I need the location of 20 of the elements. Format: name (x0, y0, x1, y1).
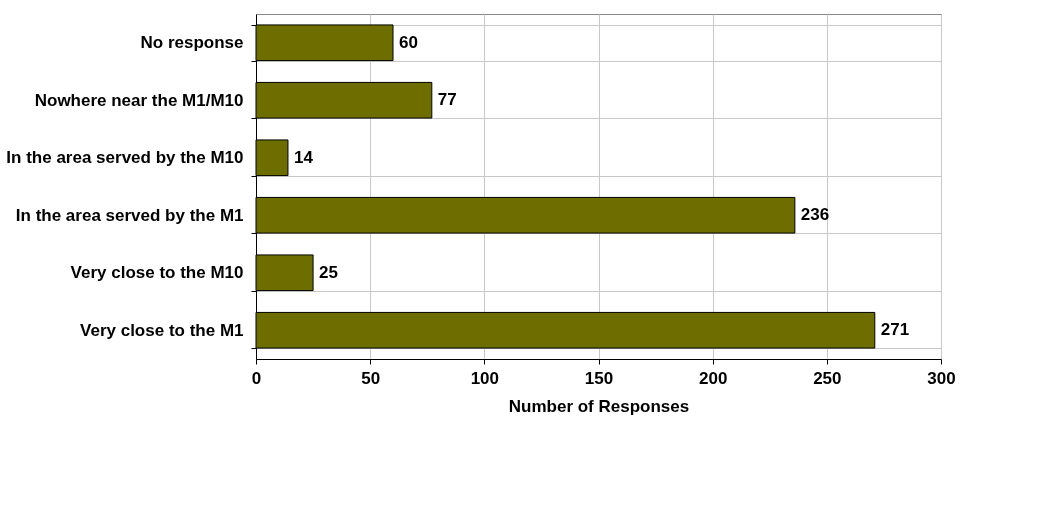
data-label: 77 (437, 90, 457, 110)
x-axis-title: Number of Responses (508, 396, 690, 416)
x-tick-label: 100 (470, 368, 500, 388)
data-label: 25 (319, 262, 339, 282)
x-tick-label: 300 (927, 368, 956, 388)
data-label: 14 (293, 147, 314, 167)
x-tick-label: 50 (361, 368, 381, 388)
x-tick-label: 0 (251, 368, 262, 388)
x-tick-label: 250 (813, 368, 842, 388)
x-tick-label: 150 (584, 368, 614, 388)
data-label: 236 (800, 205, 830, 225)
x-tick-label: 200 (698, 368, 728, 388)
y-tick-label: Nowhere near the M1/M10 (34, 90, 244, 110)
y-tick-label: No response (140, 33, 244, 53)
y-tick-label: Very close to the M1 (80, 320, 244, 340)
y-tick-label: In the area served by the M1 (15, 205, 244, 225)
data-label: 271 (880, 320, 910, 340)
y-tick-label: In the area served by the M10 (6, 148, 244, 168)
data-label: 60 (399, 32, 418, 52)
y-tick-label: Very close to the M10 (70, 263, 244, 283)
